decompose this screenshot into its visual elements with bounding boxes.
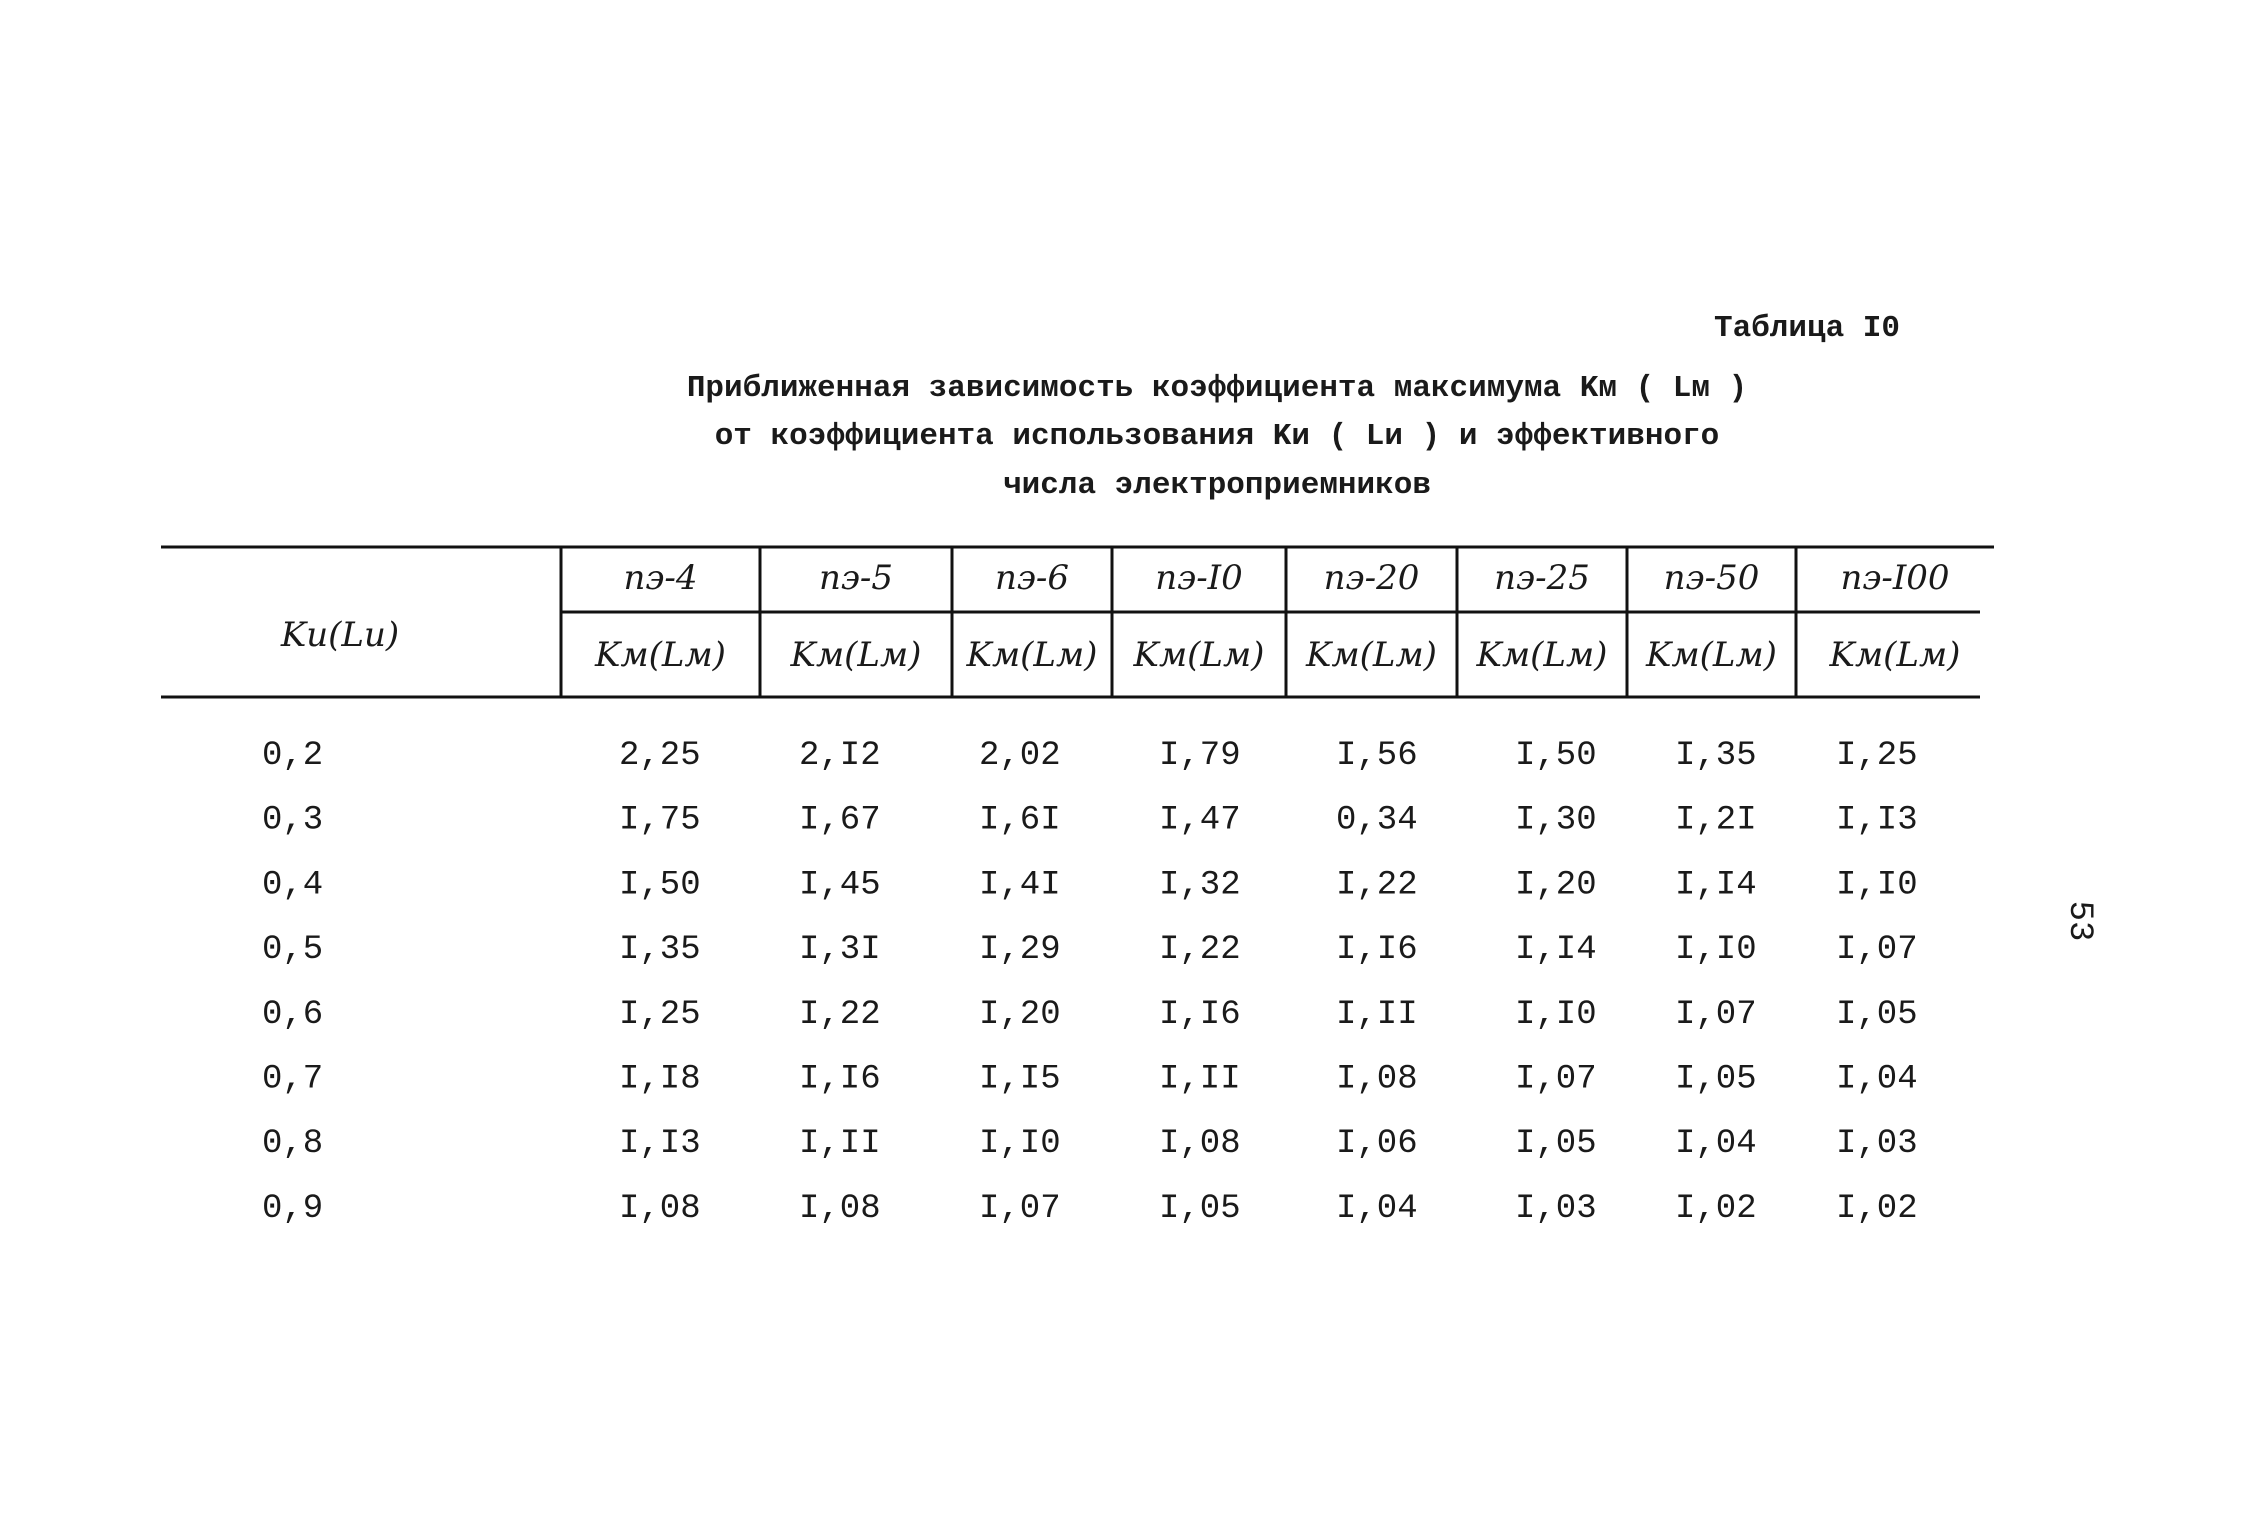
caption-line: числа электроприемников [1003,468,1431,503]
table-cell: I,22 [1159,931,1241,969]
table-cell: I,03 [1515,1190,1597,1228]
column-header: nэ-50 [1664,558,1760,598]
column-subheader: Kм(Lм) [1645,635,1777,675]
column-subheader: Kм(Lм) [594,635,726,675]
table-cell: I,05 [1836,996,1918,1034]
row-label: 0,9 [262,1190,323,1228]
column-header: nэ-6 [995,558,1069,598]
table-cell: I,35 [1675,737,1757,775]
column-header: nэ-5 [819,558,893,598]
table-cell: 2,02 [979,737,1061,775]
table-cell: I,I4 [1675,866,1757,904]
table-cell: I,II [799,1125,881,1163]
table-cell: I,35 [619,931,701,969]
table-cell: 0,34 [1336,802,1418,840]
table-cell: I,47 [1159,802,1241,840]
table-cell: I,32 [1159,866,1241,904]
row-label: 0,6 [262,996,323,1034]
table-cell: I,56 [1336,737,1418,775]
column-subheader: Kм(Lм) [1305,635,1437,675]
table-cell: I,II [1336,996,1418,1034]
table-cell: I,29 [979,931,1061,969]
table-cell: I,20 [1515,866,1597,904]
column-subheader: Kм(Lм) [1476,635,1608,675]
column-subheader: Kм(Lм) [790,635,922,675]
table-cell: I,07 [1836,931,1918,969]
table-cell: I,05 [1159,1190,1241,1228]
table-cell: I,08 [1159,1125,1241,1163]
table-cell: I,4I [979,866,1061,904]
page-number: 53 [2060,901,2098,942]
table-cell: I,07 [1675,996,1757,1034]
column-subheader: Kм(Lм) [1133,635,1265,675]
table-cell: I,I8 [619,1060,701,1098]
caption-line: Приближенная зависимость коэффициента ма… [687,371,1747,406]
table-cell: I,I0 [979,1125,1061,1163]
table-cell: I,I6 [1336,931,1418,969]
table-cell: I,I4 [1515,931,1597,969]
column-header: nэ-4 [623,558,697,598]
table-cell: I,I6 [1159,996,1241,1034]
table-cell: I,06 [1336,1125,1418,1163]
column-subheader: Kм(Lм) [966,635,1098,675]
column-header: nэ-25 [1494,558,1590,598]
table-cell: I,67 [799,802,881,840]
table-cell: I,I6 [799,1060,881,1098]
table-cell: I,22 [1336,866,1418,904]
row-header: Kи(Lи) [280,615,399,655]
row-label: 0,7 [262,1060,323,1098]
row-label: 0,8 [262,1125,323,1163]
table-cell: I,45 [799,866,881,904]
column-header: nэ-I00 [1840,558,1949,598]
table-cell: I,6I [979,802,1061,840]
table-cell: I,I3 [619,1125,701,1163]
caption-line: от коэффициента использования Kи ( Lи ) … [715,419,1720,454]
table-cell: I,2I [1675,802,1757,840]
row-label: 0,3 [262,802,323,840]
table-cell: I,20 [979,996,1061,1034]
table-cell: I,30 [1515,802,1597,840]
row-label: 0,5 [262,931,323,969]
table-cell: 2,I2 [799,737,881,775]
table-cell: I,75 [619,802,701,840]
table-cell: I,07 [979,1190,1061,1228]
table-cell: I,04 [1336,1190,1418,1228]
table-cell: I,50 [1515,737,1597,775]
table-cell: I,I0 [1836,866,1918,904]
table-cell: I,25 [1836,737,1918,775]
table-cell: I,07 [1515,1060,1597,1098]
table-cell: I,50 [619,866,701,904]
table-cell: I,79 [1159,737,1241,775]
row-label: 0,2 [262,737,323,775]
table-cell: I,08 [619,1190,701,1228]
table-label: Таблица I0 [1714,311,1900,346]
table-cell: 2,25 [619,737,701,775]
table-cell: I,08 [1336,1060,1418,1098]
table-cell: I,04 [1675,1125,1757,1163]
column-subheader: Kм(Lм) [1829,635,1961,675]
table-cell: I,02 [1836,1190,1918,1228]
table-cell: I,05 [1675,1060,1757,1098]
table-cell: I,22 [799,996,881,1034]
table-cell: I,I0 [1675,931,1757,969]
column-header: nэ-20 [1324,558,1420,598]
table-cell: I,02 [1675,1190,1757,1228]
table-cell: I,I5 [979,1060,1061,1098]
table-cell: I,25 [619,996,701,1034]
table-cell: I,3I [799,931,881,969]
table-cell: I,04 [1836,1060,1918,1098]
table-cell: I,I3 [1836,802,1918,840]
table-cell: I,03 [1836,1125,1918,1163]
row-label: 0,4 [262,866,323,904]
table-cell: I,08 [799,1190,881,1228]
column-header: nэ-I0 [1155,558,1243,598]
table-cell: I,05 [1515,1125,1597,1163]
table-cell: I,I0 [1515,996,1597,1034]
table-cell: I,II [1159,1060,1241,1098]
